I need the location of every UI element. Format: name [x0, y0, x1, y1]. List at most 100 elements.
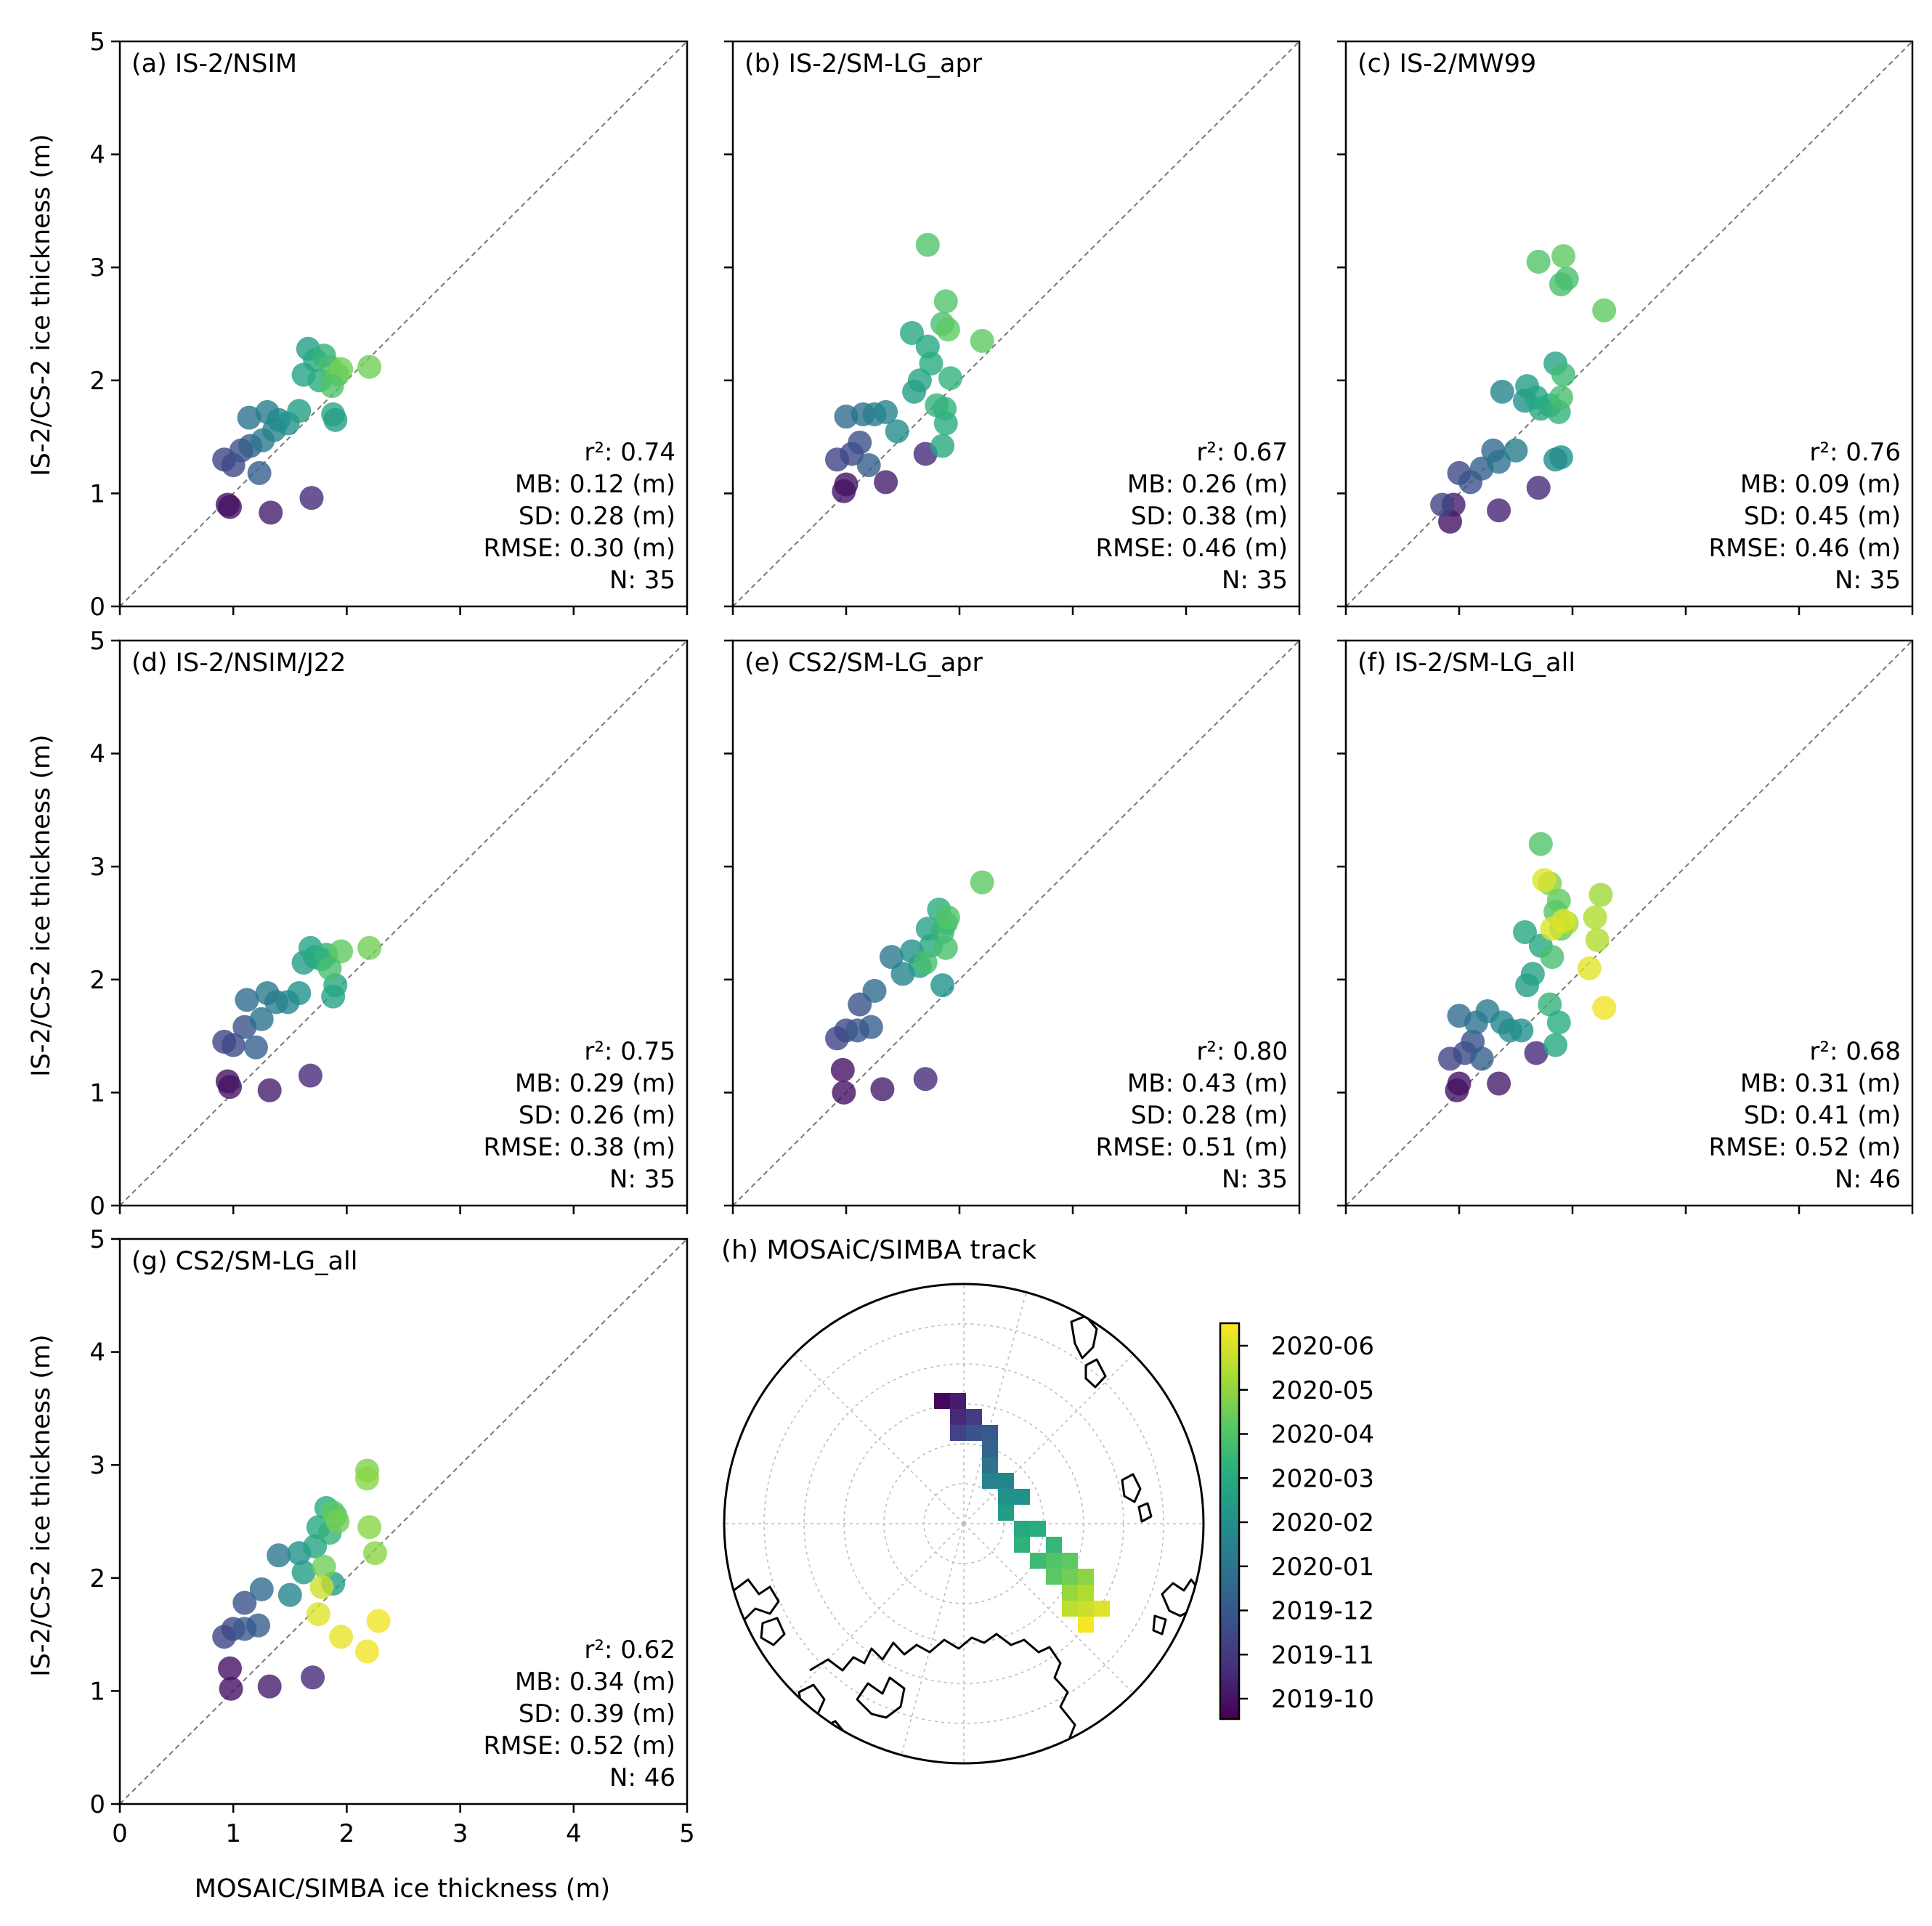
y-tick-label: 4: [89, 740, 105, 769]
x-tick-label: 5: [679, 1819, 695, 1848]
stats-line: N: 35: [1835, 566, 1901, 595]
data-point: [1487, 1071, 1511, 1096]
one-to-one-line: [1345, 640, 1913, 1206]
stats-line: MB: 0.43 (m): [1127, 1069, 1288, 1098]
stats-line: SD: 0.28 (m): [1131, 1101, 1288, 1130]
scatter-panel-d: 0 1 2 3 4 5 (d) IS-2/NSIM/J22 r²: 0.75 MB: 0.29 …: [89, 627, 689, 1221]
data-point: [362, 1541, 387, 1566]
track-cell: [1078, 1569, 1094, 1585]
y-tick-label: 2: [89, 966, 105, 995]
y-tick-label: 4: [89, 1338, 105, 1368]
data-point: [879, 945, 904, 970]
panel-title: (e) CS2/SM-LG_apr: [744, 649, 983, 678]
stats-line: r²: 0.80: [1196, 1037, 1288, 1066]
data-point: [1577, 956, 1602, 980]
track-cell: [966, 1409, 982, 1425]
data-point: [832, 1080, 856, 1105]
data-point: [232, 1617, 257, 1641]
data-point: [306, 1602, 330, 1627]
data-point: [935, 317, 960, 342]
data-point: [1543, 1033, 1568, 1057]
track-cell: [1014, 1489, 1030, 1505]
track-cell: [998, 1505, 1014, 1521]
data-point: [232, 1590, 257, 1615]
colorbar-tick-label: 2019-11: [1271, 1641, 1374, 1670]
stats-line: N: 35: [1222, 566, 1288, 595]
track-cell: [1078, 1601, 1094, 1617]
data-point: [913, 1067, 938, 1092]
data-point: [287, 399, 312, 423]
colorbar-tick-label: 2020-04: [1271, 1421, 1374, 1450]
data-point: [309, 1574, 334, 1599]
data-point: [291, 1560, 316, 1585]
track: [934, 1393, 1110, 1633]
data-point: [1487, 498, 1511, 523]
colorbar-tick-label: 2020-03: [1271, 1464, 1374, 1493]
data-point: [357, 1515, 382, 1540]
stats-line: SD: 0.38 (m): [1131, 502, 1288, 531]
data-point: [257, 1078, 282, 1102]
colorbar-tick-label: 2020-05: [1271, 1376, 1374, 1405]
y-tick-label: 1: [89, 1078, 105, 1108]
data-point: [218, 495, 243, 519]
colorbar: 2020-06 2020-05 2020-04 2020-03 2020-02 2020-…: [1219, 1322, 1374, 1720]
stats-line: RMSE: 0.46 (m): [1096, 534, 1288, 563]
data-point: [249, 1007, 274, 1031]
track-cell: [1046, 1553, 1062, 1569]
data-point: [235, 988, 259, 1012]
track-cell: [950, 1409, 966, 1425]
data-point: [933, 935, 958, 960]
track-cell: [982, 1457, 998, 1473]
data-point: [970, 328, 994, 353]
data-point: [935, 905, 960, 930]
data-point: [1538, 992, 1562, 1017]
data-point: [357, 935, 382, 960]
y-axis-label-row2: IS-2/CS-2 ice thickness (m): [27, 734, 56, 1076]
data-point: [366, 1609, 391, 1633]
data-point: [1503, 438, 1528, 463]
y-tick-label: 3: [89, 1451, 105, 1480]
y-tick-label: 3: [89, 253, 105, 283]
stats-line: SD: 0.26 (m): [519, 1101, 675, 1130]
stats-line: RMSE: 0.38 (m): [484, 1133, 675, 1162]
track-cell: [1062, 1569, 1078, 1585]
panel-title: (f) IS-2/SM-LG_all: [1357, 649, 1575, 678]
colorbar-tick-label: 2020-01: [1271, 1553, 1374, 1582]
data-point: [1551, 362, 1576, 387]
data-point: [287, 980, 312, 1005]
y-axis-label-row3: IS-2/CS-2 ice thickness (m): [27, 1334, 56, 1676]
data-point: [355, 1639, 380, 1664]
data-point: [1487, 450, 1511, 474]
data-point: [312, 1554, 336, 1579]
track-cell: [1030, 1553, 1046, 1569]
y-tick-label: 1: [89, 1677, 105, 1706]
x-tick-label: 1: [225, 1819, 241, 1848]
data-point: [257, 1674, 282, 1699]
data-point: [1592, 298, 1617, 322]
one-to-one-line: [732, 640, 1300, 1206]
stats-line: MB: 0.29 (m): [515, 1069, 675, 1098]
data-point: [1588, 882, 1613, 907]
data-point: [267, 1543, 291, 1568]
data-point: [249, 1577, 274, 1601]
data-point: [1592, 996, 1617, 1020]
data-point: [874, 399, 898, 424]
data-point: [930, 973, 955, 998]
y-tick-label: 0: [89, 1790, 105, 1819]
map-title: (h) MOSAiC/SIMBA track: [721, 1235, 1036, 1265]
data-point: [1585, 927, 1610, 952]
data-point: [299, 486, 324, 511]
stats-line: r²: 0.67: [1196, 438, 1288, 467]
data-point: [1528, 832, 1553, 856]
data-point: [1526, 249, 1551, 274]
stats-line: N: 35: [1222, 1165, 1288, 1194]
track-cell: [998, 1473, 1014, 1489]
track-cell: [1062, 1585, 1078, 1601]
stats-line: r²: 0.76: [1809, 438, 1901, 467]
data-point: [870, 1077, 895, 1102]
data-point: [834, 472, 859, 497]
data-point: [899, 320, 924, 345]
data-point: [259, 500, 283, 525]
scatter-panel-f: (f) IS-2/SM-LG_all r²: 0.68 MB: 0.31 (m) SD…: [1337, 639, 1914, 1214]
plot-frame: [118, 1238, 689, 1805]
